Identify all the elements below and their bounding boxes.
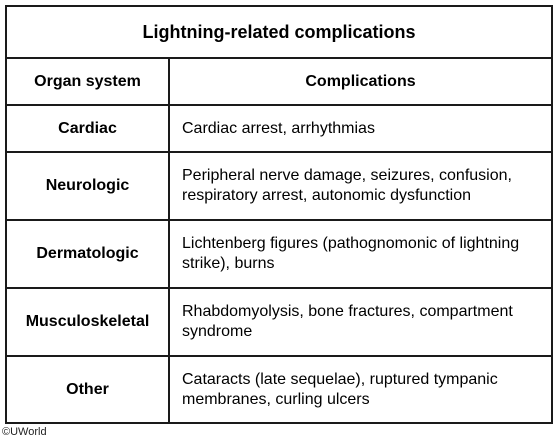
header-complications: Complications — [168, 57, 551, 106]
complications-table-container: Lightning-related complications Organ sy… — [5, 5, 553, 424]
organ-cell: Other — [7, 355, 170, 423]
copyright-watermark: ©UWorld — [2, 426, 47, 438]
complications-cell: Lichtenberg figures (pathognomonic of li… — [168, 219, 551, 289]
organ-cell: Neurologic — [7, 151, 170, 221]
complications-cell: Rhabdomyolysis, bone fractures, compartm… — [168, 287, 551, 357]
table-row: Dermatologic Lichtenberg figures (pathog… — [7, 219, 551, 289]
complications-cell: Cataracts (late sequelae), ruptured tymp… — [168, 355, 551, 423]
header-row: Organ system Complications — [7, 57, 551, 106]
complications-cell: Cardiac arrest, arrhythmias — [168, 104, 551, 153]
organ-cell: Dermatologic — [7, 219, 170, 289]
title-row: Lightning-related complications — [7, 7, 551, 59]
complications-table: Lightning-related complications Organ sy… — [7, 7, 551, 423]
organ-cell: Cardiac — [7, 104, 170, 153]
organ-cell: Musculoskeletal — [7, 287, 170, 357]
complications-cell: Peripheral nerve damage, seizures, confu… — [168, 151, 551, 221]
table-row: Cardiac Cardiac arrest, arrhythmias — [7, 104, 551, 153]
header-organ-system: Organ system — [7, 57, 170, 106]
table-row: Neurologic Peripheral nerve damage, seiz… — [7, 151, 551, 221]
table-title: Lightning-related complications — [7, 7, 551, 59]
table-row: Musculoskeletal Rhabdomyolysis, bone fra… — [7, 287, 551, 357]
table-row: Other Cataracts (late sequelae), rupture… — [7, 355, 551, 423]
